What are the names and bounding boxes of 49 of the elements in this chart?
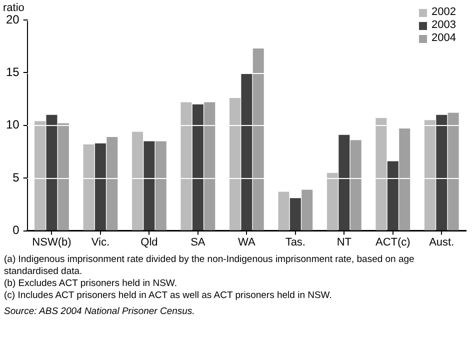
bar	[192, 104, 204, 230]
x-tick-label: ACT(c)	[375, 236, 410, 248]
x-tick-label: Tas.	[285, 236, 306, 248]
source-note: Source: ABS 2004 National Prisoner Census.	[4, 306, 196, 318]
x-tick-label: Qld	[140, 236, 158, 248]
bar	[436, 114, 448, 230]
bar	[94, 143, 106, 230]
text: (c) Includes ACT prisoners held in ACT as well as ACT prisoners held in NSW.	[4, 290, 333, 302]
y-axis-title: ratio	[3, 2, 24, 14]
bar	[350, 140, 362, 230]
x-tick-label: SA	[190, 236, 206, 248]
bar	[83, 144, 94, 230]
bar	[387, 161, 398, 230]
bar	[144, 141, 155, 230]
bar	[34, 121, 46, 230]
y-tick-label: 5	[12, 170, 20, 184]
bar	[58, 123, 69, 230]
bar	[229, 98, 240, 230]
bar	[180, 102, 192, 230]
x-tick-label: NSW(b)	[32, 236, 72, 248]
bar	[252, 48, 264, 230]
legend-label: 2002	[432, 6, 456, 19]
x-tick-label: Vic.	[91, 236, 110, 248]
y-tick-label: 15	[6, 65, 20, 80]
legend-label: 2003	[432, 19, 456, 32]
x-tick-label: Aust.	[429, 236, 454, 248]
bar	[302, 190, 313, 230]
x-tick-label: NT	[336, 236, 352, 248]
y-tick-label: 10	[6, 118, 20, 132]
legend-label: 2004	[432, 32, 456, 45]
y-tick-label: 0	[12, 223, 20, 238]
bar	[155, 141, 166, 230]
bar	[448, 112, 459, 230]
text: (b) Excludes ACT prisoners held in NSW.	[4, 278, 178, 290]
bar	[204, 102, 216, 230]
bar	[290, 198, 301, 230]
bar	[338, 134, 350, 230]
y-tick-label: 20	[6, 12, 20, 26]
bar	[326, 172, 338, 230]
bar	[132, 132, 143, 230]
bar	[376, 118, 387, 230]
x-tick-label: WA	[238, 236, 256, 248]
bar	[399, 128, 410, 230]
text: (a) Indigenous imprisonment rate divided by the non-Indigenous imprisonment rate, based on age standardised data.	[4, 254, 416, 278]
bar	[424, 120, 436, 230]
bar	[241, 74, 252, 230]
bar	[278, 192, 290, 230]
bar	[46, 114, 58, 230]
bar	[106, 136, 118, 230]
